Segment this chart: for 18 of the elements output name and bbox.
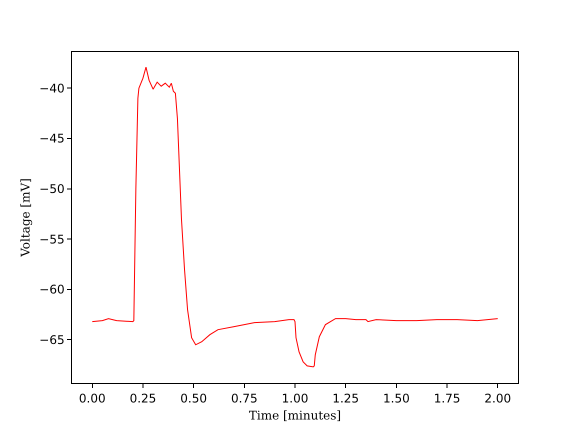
- y-tick-label: −50: [39, 182, 65, 196]
- x-axis-title: Time [minutes]: [248, 408, 342, 422]
- y-tick-label: −55: [39, 232, 65, 246]
- y-axis-title: Voltage [mV]: [18, 178, 33, 258]
- y-tick-label: −65: [39, 332, 65, 347]
- x-tick-label: 0.50: [180, 391, 207, 406]
- x-tick-label: 1.50: [383, 391, 410, 406]
- x-tick-label: 0.25: [130, 391, 156, 406]
- x-tick-label: 2.00: [484, 391, 512, 406]
- line-series: [92, 66, 498, 368]
- y-tick-label: −40: [39, 81, 65, 96]
- y-tick-label: −60: [39, 282, 65, 297]
- x-tick-label: 1.75: [434, 391, 460, 406]
- x-tick-label: 1.00: [282, 391, 308, 406]
- y-tick-label: −45: [39, 132, 65, 146]
- x-tick-label: 0.75: [230, 391, 258, 406]
- x-tick-label: 0.00: [78, 391, 106, 406]
- x-tick-label: 1.25: [332, 391, 360, 406]
